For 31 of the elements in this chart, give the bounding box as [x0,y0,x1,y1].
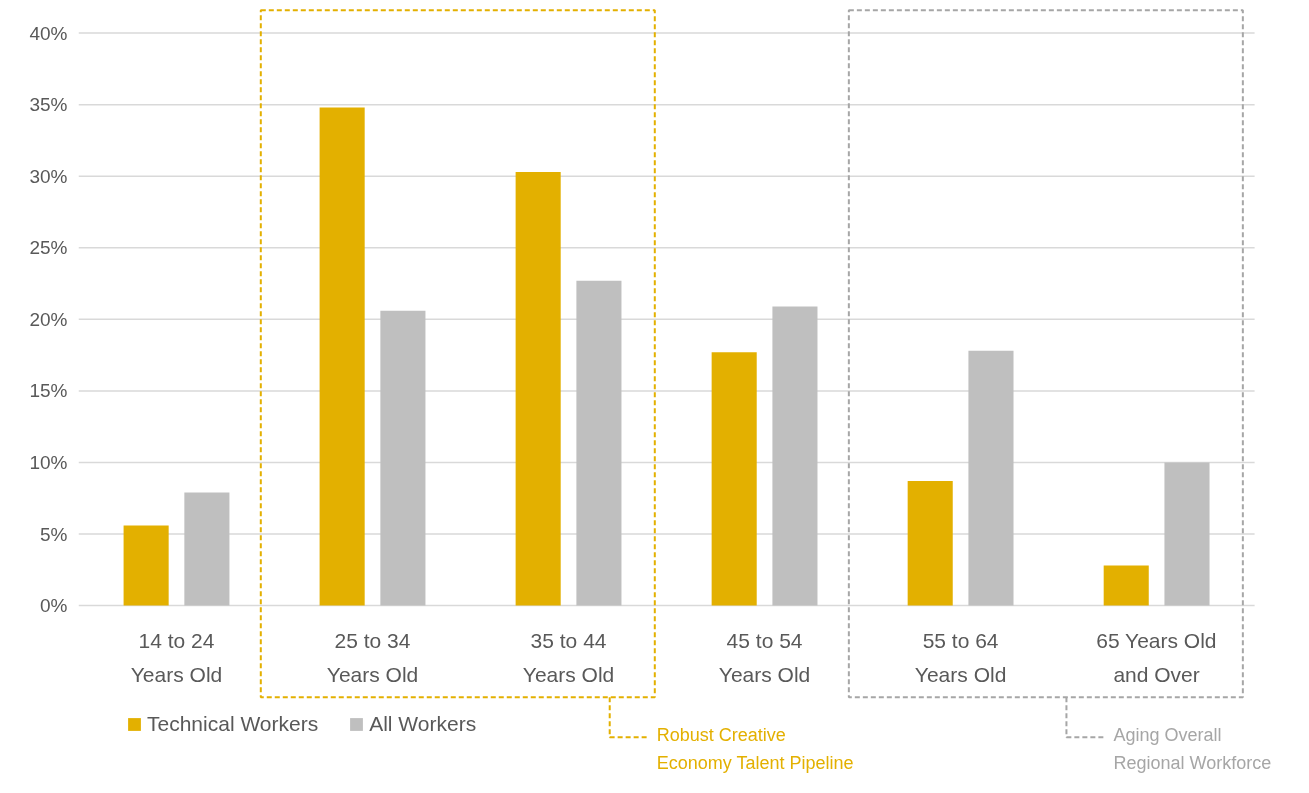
bar [907,481,953,606]
x-tick-label: 14 to 24 Years Old [130,628,223,686]
bar [123,525,169,606]
y-tick-label: 10% [29,451,68,473]
text: Robust Creative Economy Talent Pipeline [656,725,854,774]
y-tick-label: 15% [29,380,68,402]
x-tick-label: 35 to 44 Years Old [522,628,615,686]
x-tick-label: 25 to 34 Years Old [326,628,419,686]
bar [772,306,818,606]
legend-label: All Workers [369,712,477,736]
x-tick-label: 55 to 64 Years Old [914,628,1007,686]
x-tick-label: 65 Years Old and Over [1096,628,1217,686]
y-tick-label: 25% [29,237,68,259]
bar [1164,462,1210,606]
y-tick-label: 30% [29,165,68,187]
bar [711,352,757,606]
bar [184,492,230,606]
bar [319,107,365,606]
x-tick-label: 45 to 54 Years Old [718,628,811,686]
y-tick-label: 5% [40,523,68,545]
bar [576,280,622,606]
text: Aging Overall Regional Workforce [1113,725,1272,774]
bar [515,171,561,606]
bar [968,350,1014,606]
bar [1103,565,1149,606]
y-tick-label: 0% [40,595,68,617]
y-tick-label: 20% [29,308,68,330]
bar [380,310,426,606]
legend-label: Technical Workers [147,712,319,736]
y-tick-label: 35% [29,94,68,116]
y-tick-label: 40% [29,22,68,44]
